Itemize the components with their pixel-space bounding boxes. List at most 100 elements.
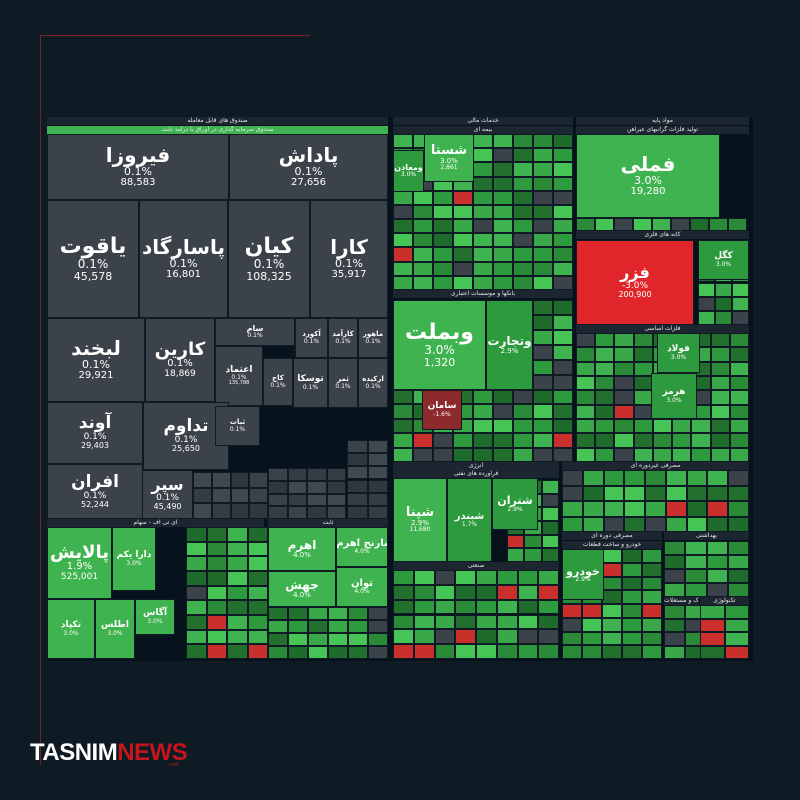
stock-tile[interactable]: کارآمد 0.1% [328, 318, 358, 358]
stock-tile[interactable]: توسکا 0.1% [293, 358, 328, 408]
stock-tile[interactable]: فزر -3.0% 200,900 [576, 240, 694, 325]
stock-tile[interactable]: وبملت 3.0% 1,320 [393, 300, 486, 390]
stock-tile[interactable]: اطلس 3.0% [95, 599, 135, 659]
small-stock-tile [211, 472, 231, 488]
small-stock-tile [698, 310, 715, 325]
small-stock-tile [553, 190, 573, 205]
stock-change: 4.0% [293, 590, 311, 599]
small-stock-tile [496, 614, 518, 630]
small-stock-tile [455, 599, 476, 615]
stock-tile[interactable]: شتران 2.9% [492, 478, 538, 530]
stock-tile[interactable]: وتجارت 2.9% [486, 300, 533, 390]
small-stock-tile [393, 570, 414, 585]
stock-name: کگل [714, 251, 733, 262]
small-stock-tile [517, 644, 539, 659]
stock-tile[interactable]: فیروزا 0.1% 88,583 [47, 134, 229, 200]
stock-tile[interactable]: تداوم 0.1% 25,650 [143, 402, 229, 470]
stock-tile[interactable]: آکورد 0.1% [295, 318, 328, 358]
stock-tile[interactable]: کارا 0.1% 35,917 [310, 200, 388, 318]
small-stock-tile [347, 479, 368, 493]
stock-tile[interactable]: کیان 0.1% 108,325 [228, 200, 310, 318]
stock-tile[interactable]: شستا 3.0% 2,861 [424, 134, 474, 182]
small-stock-tile [473, 219, 493, 234]
stock-tile[interactable]: فولاد 3.0% [657, 333, 700, 373]
small-stock-tile [595, 218, 614, 231]
stock-tile[interactable]: اعتماد 0.1% 135,788 [215, 346, 263, 406]
small-stock-tile [633, 218, 652, 231]
stock-tile[interactable]: هرمز 3.0% [651, 373, 697, 419]
stock-tile[interactable]: توان 4.0% [336, 567, 388, 607]
small-stock-tile [227, 556, 248, 571]
small-stock-tile [685, 555, 707, 569]
small-stock-tile [393, 447, 413, 462]
small-stock-tile [576, 390, 596, 405]
small-stock-tile [553, 404, 573, 419]
small-stock-tile [393, 134, 413, 149]
small-stock-tile [582, 516, 604, 532]
small-stock-tile [473, 204, 493, 220]
small-stock-tile [622, 562, 642, 577]
stock-tile[interactable]: سام 0.1% [215, 318, 295, 346]
small-stock-tile [707, 516, 729, 532]
small-stock-tile [268, 493, 288, 507]
stock-tile[interactable]: پالایش 1.9% 525,001 [47, 527, 112, 599]
stock-tile[interactable]: اهرم 4.0% [268, 527, 336, 571]
stock-change: 3.0% [400, 171, 417, 179]
stock-tile[interactable]: شپنا 2.9% 11,680 [393, 478, 447, 562]
small-stock-tile [206, 600, 227, 615]
small-stock-tile [206, 527, 227, 542]
small-stock-tile [533, 330, 553, 345]
stock-tile[interactable]: سامان -1.6% [422, 390, 462, 430]
small-stock-tile [553, 447, 573, 462]
stock-tile[interactable]: افران 0.1% 52,244 [47, 464, 143, 519]
stock-tile[interactable]: آوند 0.1% 29,403 [47, 402, 143, 464]
stock-tile[interactable]: دارا یکم 3.0% [112, 527, 156, 591]
small-stock-tile [553, 418, 573, 434]
small-stock-tile [434, 570, 456, 585]
stock-change: 0.1% [270, 381, 286, 389]
small-stock-tile [476, 629, 497, 645]
stock-tile[interactable]: ومعادن 3.0% [393, 150, 424, 192]
stock-tile[interactable]: کگل 3.0% [698, 240, 749, 280]
stock-tile[interactable]: یاقوت 0.1% 45,578 [47, 200, 139, 318]
stock-tile[interactable]: آگاس 3.0% [135, 599, 175, 635]
stock-tile[interactable]: پاسارگاد 0.1% 16,801 [139, 200, 228, 318]
small-stock-tile [645, 516, 666, 532]
small-stock-tile [582, 631, 602, 646]
stock-change: -1.6% [433, 410, 451, 418]
stock-tile[interactable]: کارین 0.1% 18,869 [145, 318, 215, 402]
stock-tile[interactable]: ارکیده 0.1% [358, 358, 388, 408]
stock-tile[interactable]: ثمر 0.1% [328, 358, 358, 408]
stock-tile[interactable]: پاداش 0.1% 27,656 [229, 134, 388, 200]
small-stock-tile [614, 419, 634, 434]
small-stock-tile [732, 282, 749, 297]
small-stock-tile [698, 296, 715, 311]
small-stock-tile [533, 390, 553, 405]
small-stock-tile [715, 310, 732, 325]
small-stock-tile [728, 516, 749, 532]
stock-tile[interactable]: خودرو 2.9% [562, 549, 604, 600]
small-stock-tile [453, 204, 473, 220]
stock-tile[interactable]: ثبات 0.1% [215, 406, 260, 446]
sector-label-auto: خودرو و ساخت قطعات [562, 541, 662, 549]
stock-tile[interactable]: تکپاد 3.0% [47, 599, 95, 659]
small-stock-tile [368, 607, 388, 620]
stock-tile[interactable]: فملی 3.0% 19,280 [576, 134, 720, 218]
small-stock-tile [706, 583, 728, 597]
small-stock-tile [247, 541, 268, 557]
small-stock-tile [642, 645, 662, 659]
stock-change: 0.1% [335, 257, 363, 271]
stock-tile[interactable]: سپر 0.1% 45,490 [142, 470, 193, 519]
stock-tile[interactable]: لبخند 0.1% 29,921 [47, 318, 145, 402]
stock-tile[interactable]: شبندر 1.7% [447, 478, 492, 562]
stock-name: آوند [78, 413, 112, 434]
sector-label-financial: خدمات مالی [393, 117, 573, 125]
small-stock-tile [413, 433, 433, 448]
stock-change: 0.1% [253, 257, 285, 272]
stock-name: وبملت [405, 320, 474, 346]
stock-tile[interactable]: ماهور 0.1% [358, 318, 388, 358]
small-stock-tile [533, 190, 553, 205]
stock-tile[interactable]: جهش 4.0% [268, 571, 336, 607]
stock-tile[interactable]: نارنج اهرم 4.0% [336, 527, 388, 567]
stock-tile[interactable]: کاج 0.1% [263, 358, 293, 406]
